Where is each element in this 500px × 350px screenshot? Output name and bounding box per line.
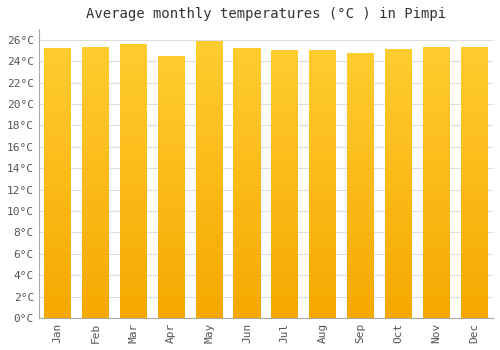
Title: Average monthly temperatures (°C ) in Pimpi: Average monthly temperatures (°C ) in Pi… <box>86 7 446 21</box>
